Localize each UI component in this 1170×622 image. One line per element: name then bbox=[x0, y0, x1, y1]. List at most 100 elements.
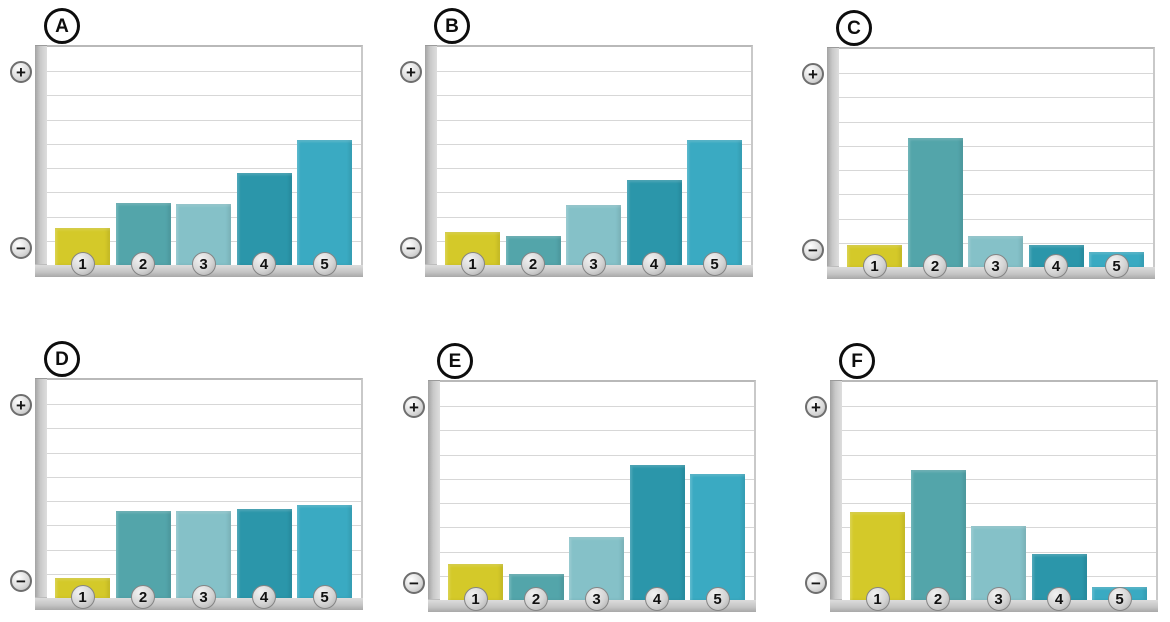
plot-area: 1 2 3 4 5 bbox=[437, 45, 753, 276]
gridline bbox=[47, 404, 361, 405]
x-label-badge-5: 5 bbox=[312, 585, 337, 609]
x-label-badge-5: 5 bbox=[705, 587, 730, 611]
x-label-badge-1: 1 bbox=[862, 254, 887, 278]
gridline bbox=[839, 146, 1153, 147]
gridline bbox=[839, 170, 1153, 171]
bar-5 bbox=[297, 505, 352, 598]
bar-4 bbox=[626, 180, 682, 265]
gridline bbox=[839, 73, 1153, 74]
x-label-badge-4: 4 bbox=[642, 252, 666, 276]
x-label-badge-4: 4 bbox=[1047, 587, 1071, 611]
plot-area: 1 2 3 4 5 bbox=[839, 47, 1155, 278]
x-label-badge-1: 1 bbox=[460, 252, 485, 276]
plus-icon: + bbox=[10, 61, 32, 83]
minus-icon: − bbox=[10, 570, 32, 592]
x-label-badge-3: 3 bbox=[983, 254, 1008, 278]
x-label-badge-2: 2 bbox=[131, 252, 155, 276]
x-label-badge-4: 4 bbox=[645, 587, 669, 611]
minus-icon: − bbox=[805, 572, 827, 594]
chart-frame: + − 1 2 3 4 5 bbox=[10, 378, 363, 610]
gridline bbox=[440, 430, 754, 431]
panel-letter: D bbox=[55, 348, 69, 370]
panel-letter: A bbox=[55, 15, 69, 37]
x-label-badge-4: 4 bbox=[252, 252, 276, 276]
y-axis bbox=[827, 47, 839, 279]
chart-panel-d[interactable]: D + − 1 2 3 4 5 bbox=[10, 341, 363, 610]
x-label-badge-1: 1 bbox=[865, 587, 890, 611]
y-axis bbox=[830, 380, 842, 612]
gridline bbox=[839, 219, 1153, 220]
bar-4 bbox=[236, 173, 292, 265]
gridline bbox=[47, 120, 361, 121]
x-label-badge-5: 5 bbox=[312, 252, 337, 276]
x-label-badge-5: 5 bbox=[1104, 254, 1129, 278]
gridline bbox=[437, 168, 751, 169]
plus-icon: + bbox=[805, 396, 827, 418]
minus-icon: − bbox=[802, 239, 824, 261]
plus-icon: + bbox=[400, 61, 422, 83]
minus-icon: − bbox=[10, 237, 32, 259]
gridline bbox=[437, 95, 751, 96]
gridline bbox=[437, 120, 751, 121]
gridline bbox=[440, 455, 754, 456]
y-axis bbox=[35, 378, 47, 610]
plus-icon: + bbox=[10, 394, 32, 416]
gridline bbox=[842, 503, 1156, 504]
plot-area: 1 2 3 4 5 bbox=[440, 380, 756, 611]
gridline bbox=[47, 71, 361, 72]
plot-area: 1 2 3 4 5 bbox=[842, 380, 1158, 611]
plot-area: 1 2 3 4 5 bbox=[47, 45, 363, 276]
plus-icon: + bbox=[802, 63, 824, 85]
chart-panel-c[interactable]: C + − 1 2 3 4 5 bbox=[802, 10, 1155, 279]
y-axis bbox=[428, 380, 440, 612]
x-label-badge-3: 3 bbox=[584, 587, 609, 611]
bar-1 bbox=[850, 512, 905, 600]
panel-letter: F bbox=[851, 350, 863, 372]
gridline bbox=[842, 430, 1156, 431]
chart-frame: + − 1 2 3 4 5 bbox=[10, 45, 363, 277]
panel-letter-badge: B bbox=[434, 8, 470, 44]
gridline bbox=[440, 406, 754, 407]
gridline bbox=[437, 71, 751, 72]
bar-2 bbox=[910, 470, 966, 600]
chart-panel-b[interactable]: B + − 1 2 3 4 5 bbox=[400, 8, 753, 277]
bar-4 bbox=[629, 465, 685, 600]
bar-2 bbox=[115, 511, 171, 598]
chart-frame: + − 1 2 3 4 5 bbox=[403, 380, 756, 612]
x-label-badge-1: 1 bbox=[463, 587, 488, 611]
x-label-badge-2: 2 bbox=[923, 254, 947, 278]
x-label-badge-3: 3 bbox=[581, 252, 606, 276]
bar-5 bbox=[690, 474, 745, 600]
gridline bbox=[47, 501, 361, 502]
gridline bbox=[842, 406, 1156, 407]
gridline bbox=[47, 95, 361, 96]
bar-3 bbox=[176, 511, 231, 598]
x-label-badge-3: 3 bbox=[191, 252, 216, 276]
x-label-badge-3: 3 bbox=[191, 585, 216, 609]
y-axis bbox=[425, 45, 437, 277]
panel-letter: C bbox=[847, 17, 861, 39]
x-label-badge-5: 5 bbox=[1107, 587, 1132, 611]
y-axis bbox=[35, 45, 47, 277]
x-label-badge-2: 2 bbox=[521, 252, 545, 276]
gridline bbox=[839, 122, 1153, 123]
chart-panel-f[interactable]: F + − 1 2 3 4 5 bbox=[805, 343, 1158, 612]
chart-frame: + − 1 2 3 4 5 bbox=[802, 47, 1155, 279]
panel-letter-badge: E bbox=[437, 343, 473, 379]
minus-icon: − bbox=[403, 572, 425, 594]
x-label-badge-3: 3 bbox=[986, 587, 1011, 611]
chart-frame: + − 1 2 3 4 5 bbox=[400, 45, 753, 277]
x-label-badge-5: 5 bbox=[702, 252, 727, 276]
gridline bbox=[47, 168, 361, 169]
panel-letter-badge: A bbox=[44, 8, 80, 44]
chart-panel-e[interactable]: E + − 1 2 3 4 5 bbox=[403, 343, 756, 612]
x-label-badge-2: 2 bbox=[524, 587, 548, 611]
gridline bbox=[842, 479, 1156, 480]
gridline bbox=[839, 194, 1153, 195]
plus-icon: + bbox=[403, 396, 425, 418]
chart-panel-a[interactable]: A + − 1 2 3 4 5 bbox=[10, 8, 363, 277]
gridline bbox=[440, 503, 754, 504]
gridline bbox=[47, 428, 361, 429]
gridline bbox=[839, 97, 1153, 98]
